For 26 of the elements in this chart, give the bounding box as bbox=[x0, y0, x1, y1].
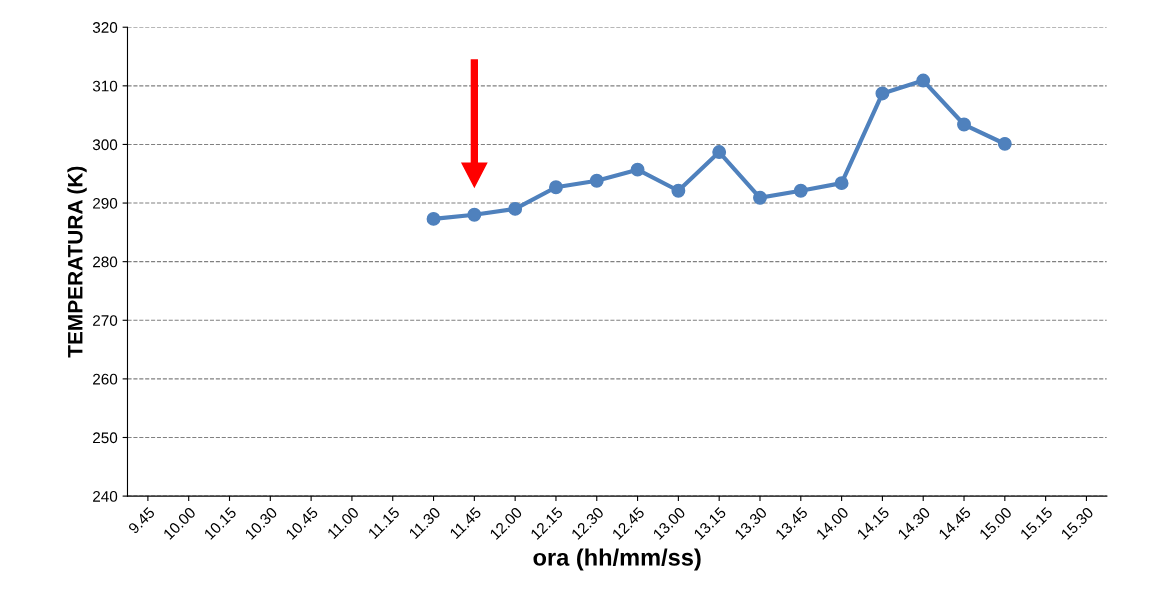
point bbox=[426, 211, 441, 226]
y-tick-label: 320 bbox=[92, 22, 118, 33]
y-tick-label: 310 bbox=[92, 80, 118, 92]
y-tick-label: 240 bbox=[93, 490, 118, 502]
point bbox=[875, 86, 890, 101]
point bbox=[916, 73, 931, 88]
y-tick-label: 250 bbox=[93, 432, 118, 444]
point bbox=[834, 176, 849, 191]
point bbox=[793, 183, 808, 198]
point bbox=[957, 117, 971, 132]
point bbox=[508, 201, 523, 216]
x-axis-title: ora (hh/mm/ss) bbox=[533, 548, 701, 571]
point bbox=[467, 207, 482, 222]
point bbox=[589, 173, 604, 188]
point bbox=[630, 162, 645, 177]
y-tick-label: 300 bbox=[92, 139, 118, 151]
y-tick-label: 290 bbox=[93, 197, 118, 209]
point bbox=[997, 136, 1012, 151]
point bbox=[712, 145, 727, 160]
point bbox=[753, 190, 767, 205]
y-tick-label: 280 bbox=[93, 256, 118, 268]
y-axis-title: TEMPERATURA (K) bbox=[67, 166, 87, 358]
point bbox=[549, 180, 563, 195]
point bbox=[671, 183, 686, 198]
y-tick-label: 270 bbox=[93, 315, 118, 326]
y-tick-label: 260 bbox=[93, 373, 118, 385]
